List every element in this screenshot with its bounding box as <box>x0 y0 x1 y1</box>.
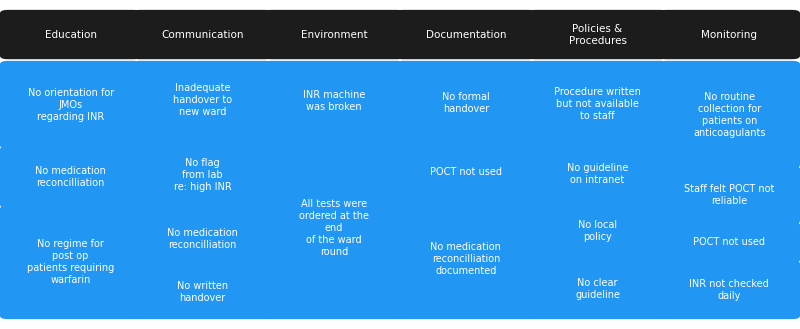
FancyBboxPatch shape <box>132 136 273 214</box>
Text: Documentation: Documentation <box>426 30 506 39</box>
Text: No medication
reconcilliation
documented: No medication reconcilliation documented <box>430 242 502 276</box>
Text: No orientation for
JMOs
regarding INR: No orientation for JMOs regarding INR <box>27 88 114 122</box>
FancyBboxPatch shape <box>527 259 668 319</box>
Text: Procedure written
but not available
to staff: Procedure written but not available to s… <box>554 87 641 120</box>
Text: Staff felt POCT not
reliable: Staff felt POCT not reliable <box>684 184 774 206</box>
Text: No medication
reconcilliation: No medication reconcilliation <box>167 228 238 250</box>
Text: No written
handover: No written handover <box>177 281 228 303</box>
FancyBboxPatch shape <box>658 222 800 263</box>
FancyBboxPatch shape <box>395 142 537 201</box>
FancyBboxPatch shape <box>527 201 668 262</box>
Text: Environment: Environment <box>301 30 367 39</box>
FancyBboxPatch shape <box>658 61 800 168</box>
FancyBboxPatch shape <box>132 211 273 266</box>
Text: Policies &
Procedures: Policies & Procedures <box>569 24 626 45</box>
Text: No regime for
post op
patients requiring
warfarin: No regime for post op patients requiring… <box>27 239 114 285</box>
FancyBboxPatch shape <box>132 10 273 59</box>
Text: All tests were
ordered at the
end
of the ward
round: All tests were ordered at the end of the… <box>299 199 369 257</box>
FancyBboxPatch shape <box>132 264 273 319</box>
Text: INR not checked
daily: INR not checked daily <box>690 279 770 301</box>
Text: POCT not used: POCT not used <box>430 167 502 177</box>
FancyBboxPatch shape <box>263 10 405 59</box>
FancyBboxPatch shape <box>658 261 800 319</box>
Text: Inadequate
handover to
new ward: Inadequate handover to new ward <box>173 83 232 117</box>
Text: No clear
guideline: No clear guideline <box>575 278 620 300</box>
Text: No guideline
on intranet: No guideline on intranet <box>567 163 628 185</box>
FancyBboxPatch shape <box>527 61 668 146</box>
FancyBboxPatch shape <box>0 146 142 208</box>
FancyBboxPatch shape <box>395 198 537 319</box>
Text: No flag
from lab
re: high INR: No flag from lab re: high INR <box>174 158 231 192</box>
FancyBboxPatch shape <box>263 138 405 319</box>
FancyBboxPatch shape <box>395 61 537 145</box>
Text: POCT not used: POCT not used <box>694 237 766 247</box>
FancyBboxPatch shape <box>527 143 668 204</box>
Text: No local
policy: No local policy <box>578 220 617 242</box>
FancyBboxPatch shape <box>0 10 142 59</box>
FancyBboxPatch shape <box>132 61 273 139</box>
FancyBboxPatch shape <box>658 165 800 224</box>
Text: INR machine
was broken: INR machine was broken <box>303 89 366 112</box>
Text: No medication
reconcilliation: No medication reconcilliation <box>35 166 106 188</box>
FancyBboxPatch shape <box>527 10 668 59</box>
Text: No formal
handover: No formal handover <box>442 92 490 114</box>
FancyBboxPatch shape <box>263 61 405 140</box>
Text: Monitoring: Monitoring <box>702 30 758 39</box>
Text: Education: Education <box>45 30 97 39</box>
Text: Communication: Communication <box>161 30 244 39</box>
Text: No routine
collection for
patients on
anticoagulants: No routine collection for patients on an… <box>693 91 766 138</box>
FancyBboxPatch shape <box>658 10 800 59</box>
FancyBboxPatch shape <box>0 205 142 319</box>
FancyBboxPatch shape <box>0 61 142 149</box>
FancyBboxPatch shape <box>395 10 537 59</box>
